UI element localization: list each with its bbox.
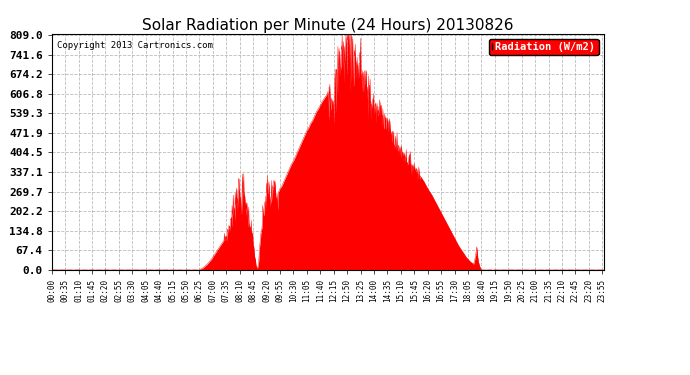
Legend: Radiation (W/m2): Radiation (W/m2)	[489, 39, 598, 55]
Title: Solar Radiation per Minute (24 Hours) 20130826: Solar Radiation per Minute (24 Hours) 20…	[142, 18, 513, 33]
Text: Copyright 2013 Cartronics.com: Copyright 2013 Cartronics.com	[57, 41, 213, 50]
